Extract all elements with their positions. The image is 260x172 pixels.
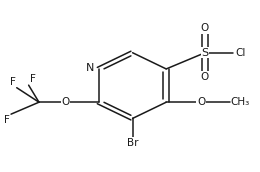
Text: O: O — [201, 23, 209, 33]
Text: O: O — [61, 97, 69, 107]
Text: S: S — [202, 48, 209, 58]
Text: F: F — [30, 74, 36, 84]
Text: N: N — [86, 63, 94, 73]
Text: F: F — [10, 77, 15, 87]
Text: Br: Br — [127, 138, 138, 148]
Text: CH₃: CH₃ — [231, 97, 250, 107]
Text: O: O — [201, 72, 209, 82]
Text: O: O — [197, 97, 205, 107]
Text: F: F — [4, 115, 10, 125]
Text: Cl: Cl — [236, 48, 246, 58]
